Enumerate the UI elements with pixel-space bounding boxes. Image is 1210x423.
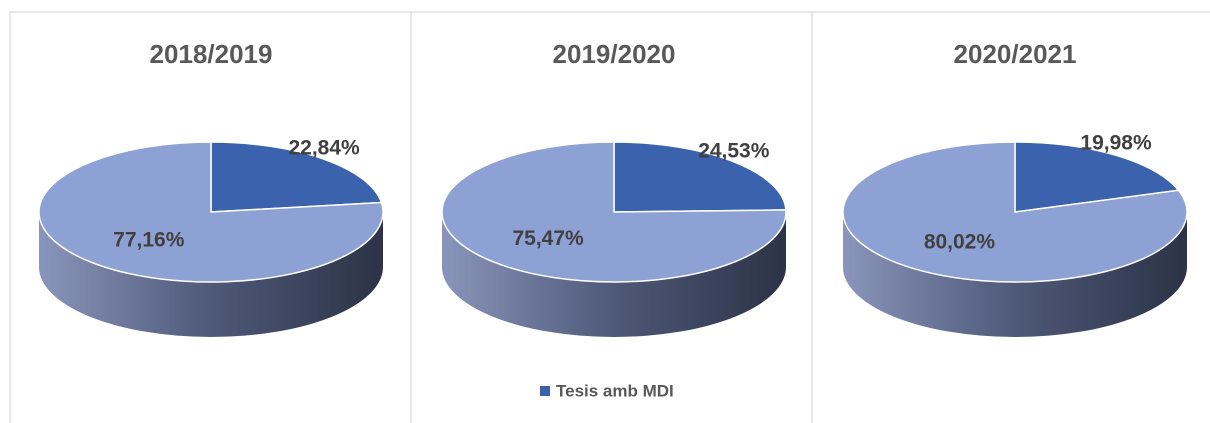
pie-side — [442, 212, 786, 337]
legend-swatch — [540, 386, 550, 396]
pie-slice — [441, 141, 787, 283]
data-label: 22,84% — [288, 136, 360, 159]
legend-label: Tesis amb MDI — [556, 381, 674, 400]
panel-borders — [9, 11, 1210, 423]
data-label: 75,47% — [512, 227, 584, 250]
pie-slice — [613, 141, 787, 213]
chart-title: 2018/2019 — [150, 39, 273, 69]
pie-slice — [210, 141, 383, 213]
pie-slice — [1014, 141, 1180, 213]
data-label: 24,53% — [698, 139, 770, 162]
pie-side — [843, 212, 1187, 337]
data-label: 77,16% — [113, 229, 185, 252]
pie-slice — [38, 141, 384, 283]
chart-title: 2019/2020 — [553, 39, 676, 69]
chart-title: 2020/2021 — [954, 39, 1077, 69]
pie-slice — [842, 141, 1188, 283]
data-label: 80,02% — [924, 231, 996, 254]
data-label: 19,98% — [1080, 132, 1152, 155]
pie-side — [39, 212, 383, 337]
